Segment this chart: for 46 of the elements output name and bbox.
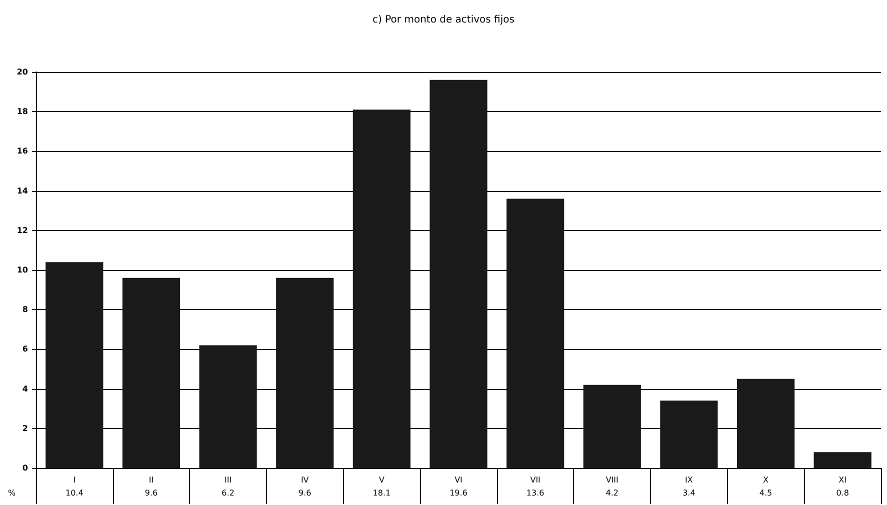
- data-label: 3.4: [682, 488, 696, 498]
- bar: [736, 378, 795, 468]
- y-tick-label: 10: [16, 266, 28, 274]
- data-label: 19.6: [450, 488, 468, 498]
- y-tick-label: 8: [22, 305, 28, 314]
- x-tick-label: V: [378, 476, 385, 484]
- y-tick-label: 20: [16, 68, 28, 76]
- data-label: 0.8: [836, 488, 849, 498]
- bar: [46, 262, 104, 468]
- x-tick-label: XI: [838, 476, 847, 484]
- bar: [352, 110, 410, 468]
- bar: [506, 198, 564, 468]
- y-tick-label: 14: [16, 186, 28, 196]
- bar: [122, 278, 180, 468]
- x-tick-label: III: [224, 476, 232, 484]
- y-tick-label: 12: [16, 226, 28, 235]
- data-label: 4.5: [759, 488, 772, 498]
- y-tick-label: 6: [22, 344, 28, 354]
- chart-title: c) Por monto de activos fijos: [372, 14, 514, 26]
- data-label: 9.6: [298, 488, 312, 498]
- y-tick-label: 16: [16, 146, 28, 156]
- x-tick-label: VII: [530, 476, 540, 484]
- x-tick-label: IX: [685, 476, 694, 484]
- bar: [199, 345, 257, 468]
- x-tick-label: VIII: [606, 476, 618, 484]
- text: %: [8, 488, 16, 498]
- bar: [430, 80, 488, 468]
- bar: [583, 384, 641, 468]
- bar: [276, 278, 334, 468]
- data-label: 10.4: [66, 488, 84, 498]
- data-label: 9.6: [144, 488, 158, 498]
- data-label: 4.2: [606, 488, 619, 498]
- data-label: 18.1: [372, 488, 391, 498]
- x-tick-label: I: [73, 476, 76, 484]
- x-tick-label: VI: [454, 476, 462, 484]
- x-tick-label: X: [763, 476, 770, 484]
- data-label: 13.6: [526, 488, 544, 498]
- y-tick-label: 18: [16, 107, 28, 116]
- x-tick-label: II: [148, 476, 154, 484]
- y-tick-label: 4: [22, 384, 28, 394]
- x-tick-label: IV: [300, 476, 310, 484]
- bar: [814, 452, 872, 468]
- y-tick-label: 2: [22, 424, 28, 433]
- y-tick-label: 0: [22, 464, 28, 472]
- data-label: 6.2: [222, 488, 234, 498]
- bar: [660, 400, 718, 468]
